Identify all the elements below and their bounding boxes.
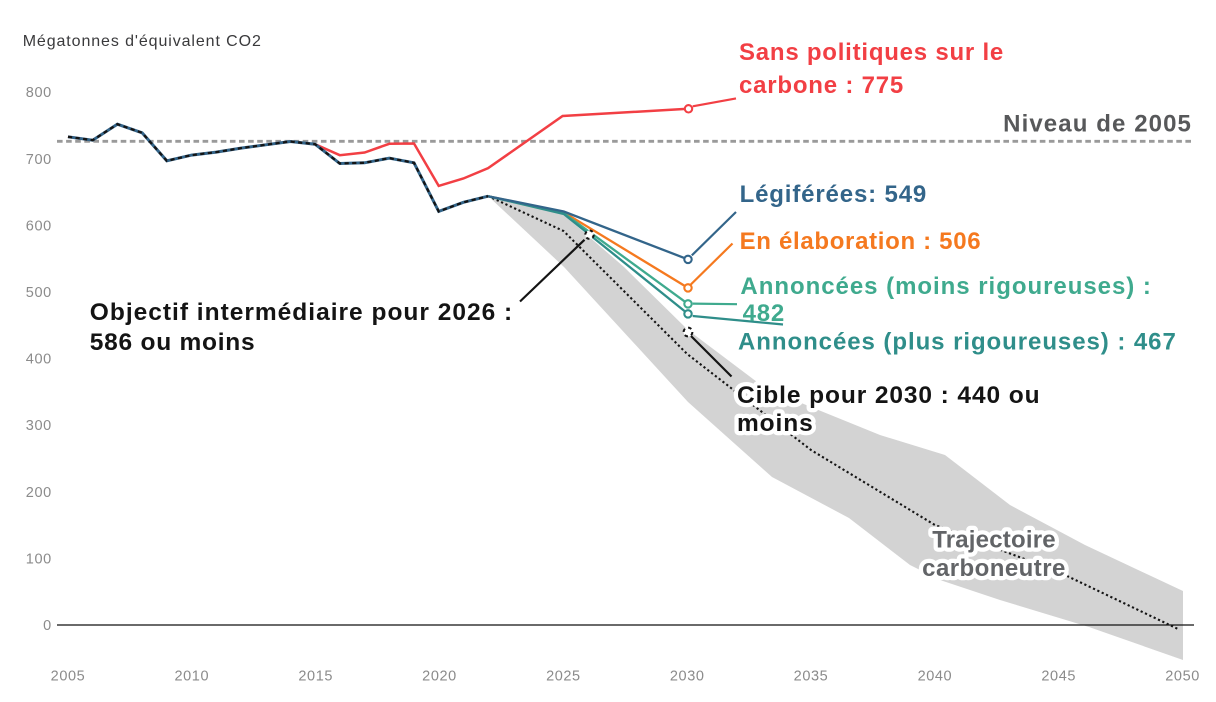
svg-text:600: 600 bbox=[26, 218, 52, 234]
svg-text:Annoncées (plus rigoureuses) :: Annoncées (plus rigoureuses) : 467 bbox=[738, 329, 1177, 356]
svg-text:moins: moins bbox=[737, 410, 814, 437]
svg-text:Cible pour 2030 : 440 ou: Cible pour 2030 : 440 ou bbox=[737, 382, 1040, 409]
svg-text:800: 800 bbox=[26, 85, 52, 101]
svg-text:2005: 2005 bbox=[51, 669, 86, 685]
svg-text:2045: 2045 bbox=[1041, 669, 1076, 685]
svg-text:2040: 2040 bbox=[918, 669, 953, 685]
svg-text:700: 700 bbox=[26, 152, 52, 168]
svg-text:482: 482 bbox=[743, 300, 785, 327]
svg-text:100: 100 bbox=[26, 551, 52, 567]
svg-text:2020: 2020 bbox=[422, 669, 457, 685]
svg-text:2035: 2035 bbox=[794, 669, 829, 685]
svg-text:0: 0 bbox=[43, 618, 52, 634]
svg-text:carbone : 775: carbone : 775 bbox=[739, 72, 904, 99]
svg-text:Objectif intermédiaire pour 20: Objectif intermédiaire pour 2026 : bbox=[90, 299, 513, 326]
svg-text:Trajectoire: Trajectoire bbox=[932, 527, 1056, 554]
svg-text:2025: 2025 bbox=[546, 669, 581, 685]
svg-text:200: 200 bbox=[26, 485, 52, 501]
svg-text:carboneutre: carboneutre bbox=[922, 555, 1066, 582]
svg-text:2030: 2030 bbox=[670, 669, 705, 685]
svg-text:2010: 2010 bbox=[174, 669, 209, 685]
svg-text:En élaboration : 506: En élaboration : 506 bbox=[740, 228, 982, 255]
svg-text:400: 400 bbox=[26, 352, 52, 368]
svg-text:Annoncées (moins rigoureuses): Annoncées (moins rigoureuses) : bbox=[740, 273, 1151, 300]
svg-text:500: 500 bbox=[26, 285, 52, 301]
svg-text:Mégatonnes d'équivalent CO2: Mégatonnes d'équivalent CO2 bbox=[23, 33, 262, 50]
svg-text:Sans politiques sur le: Sans politiques sur le bbox=[739, 39, 1004, 66]
svg-text:586 ou moins: 586 ou moins bbox=[90, 329, 256, 356]
svg-text:Légiférées: 549: Légiférées: 549 bbox=[740, 181, 928, 208]
svg-text:2015: 2015 bbox=[298, 669, 333, 685]
svg-text:2050: 2050 bbox=[1165, 669, 1200, 685]
svg-text:Niveau de 2005: Niveau de 2005 bbox=[1003, 111, 1192, 138]
svg-text:300: 300 bbox=[26, 418, 52, 434]
